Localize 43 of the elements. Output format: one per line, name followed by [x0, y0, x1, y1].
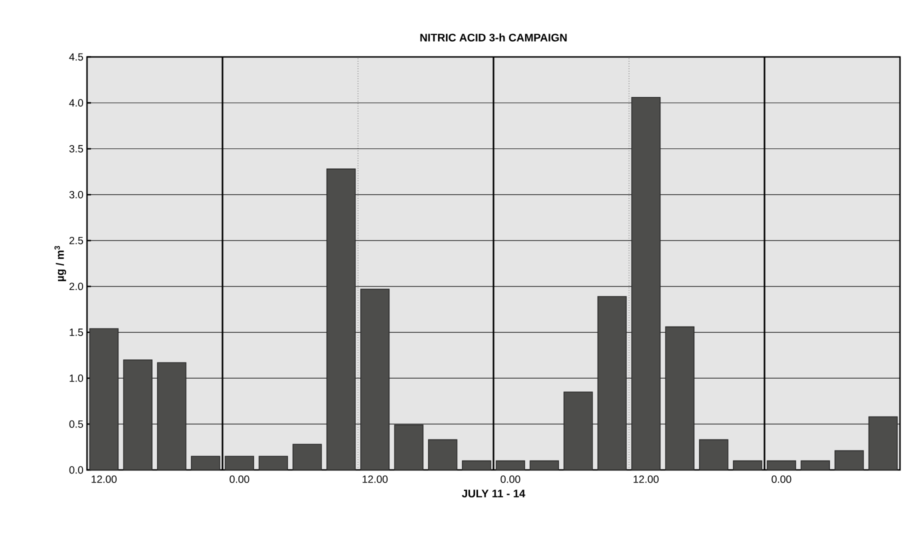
- x-tick-label: 12.00: [634, 476, 659, 483]
- y-tick-label: 3.0: [69, 190, 84, 198]
- bar: [123, 359, 152, 470]
- bar: [428, 439, 458, 470]
- x-tick-label: 0.00: [500, 476, 520, 483]
- y-tick-label: 2.0: [69, 282, 84, 290]
- bar: [360, 288, 390, 470]
- bar: [732, 460, 762, 470]
- bar: [834, 450, 864, 470]
- bar: [631, 96, 661, 470]
- y-tick-label: 2.5: [69, 236, 84, 244]
- y-tick-label: 4.0: [69, 99, 84, 107]
- chart-title: NITRIC ACID 3-h CAMPAIGN: [420, 33, 567, 42]
- bar: [462, 460, 492, 470]
- x-axis-title: JULY 11 - 14: [462, 490, 526, 498]
- y-tick-label: 3.5: [69, 145, 84, 152]
- bar: [496, 460, 526, 470]
- bar: [394, 424, 424, 470]
- y-tick-label: 0.0: [69, 466, 84, 474]
- bar: [258, 456, 288, 470]
- x-tick-label: 0.00: [230, 476, 250, 483]
- y-tick-label: 1.5: [70, 328, 84, 336]
- y-tick-label: 4.5: [69, 53, 84, 61]
- bar: [157, 362, 186, 470]
- bar: [699, 439, 728, 470]
- y-tick-label: 0.5: [69, 420, 84, 428]
- bar: [800, 460, 830, 470]
- bar: [597, 296, 627, 470]
- bar: [868, 416, 898, 470]
- bar: [766, 460, 796, 470]
- bar: [89, 328, 119, 470]
- bar: [190, 456, 220, 470]
- bar: [665, 326, 694, 470]
- y-tick-label: 1.0: [70, 374, 84, 382]
- bar: [326, 168, 356, 470]
- x-tick-label: 12.00: [92, 476, 117, 483]
- bar: [224, 456, 254, 470]
- bar: [292, 444, 322, 470]
- x-tick-label: 0.00: [772, 476, 792, 483]
- y-axis-title: µg / m$^{3}$: [54, 246, 66, 282]
- x-tick-label: 12.00: [362, 476, 388, 483]
- bar: [530, 460, 559, 470]
- bar: [564, 392, 593, 470]
